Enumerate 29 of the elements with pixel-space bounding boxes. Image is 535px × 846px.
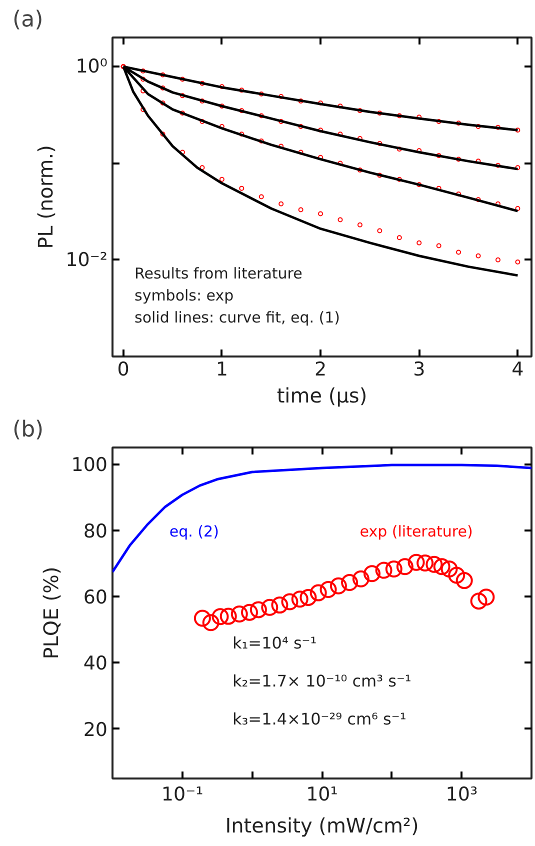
annotation: Results from literature: [134, 264, 302, 282]
x-tick-label: 4: [512, 358, 524, 380]
x-tick-label: 10³: [446, 784, 478, 806]
chart-title: (b): [12, 418, 44, 442]
x-tick-label: 1: [216, 358, 228, 380]
x-axis-title: time (μs): [276, 384, 368, 408]
y-tick-label: 60: [83, 586, 108, 608]
y-axis-title: PL (norm.): [34, 145, 58, 249]
annotation: k₂=1.7× 10⁻¹⁰ cm³ s⁻¹: [232, 672, 412, 690]
annotation: symbols: exp: [134, 286, 234, 304]
annotation: k₃=1.4×10⁻²⁹ cm⁶ s⁻¹: [232, 710, 406, 728]
x-tick-label: 10¹: [306, 784, 338, 806]
x-tick-label: 0: [117, 358, 130, 380]
series-label: exp (literature): [360, 522, 473, 540]
y-tick-label: 10⁰: [76, 56, 108, 78]
x-axis-title: Intensity (mW/cm²): [225, 814, 419, 838]
y-tick-label: 20: [83, 718, 108, 741]
x-tick-label: 2: [314, 358, 327, 380]
x-tick-label: 10⁻¹: [161, 784, 204, 806]
y-tick-label: 40: [83, 652, 108, 675]
y-tick-label: 100: [71, 454, 108, 476]
chart-title: (a): [12, 8, 44, 32]
x-tick-label: 3: [413, 358, 426, 380]
annotation: solid lines: curve fit, eq. (1): [134, 308, 340, 326]
annotation: k₁=10⁴ s⁻¹: [232, 634, 317, 652]
y-tick-label: 10⁻²: [66, 248, 108, 271]
y-axis-title: PLQE (%): [39, 566, 64, 660]
series-label: eq. (2): [169, 522, 219, 541]
y-tick-label: 80: [83, 520, 108, 542]
